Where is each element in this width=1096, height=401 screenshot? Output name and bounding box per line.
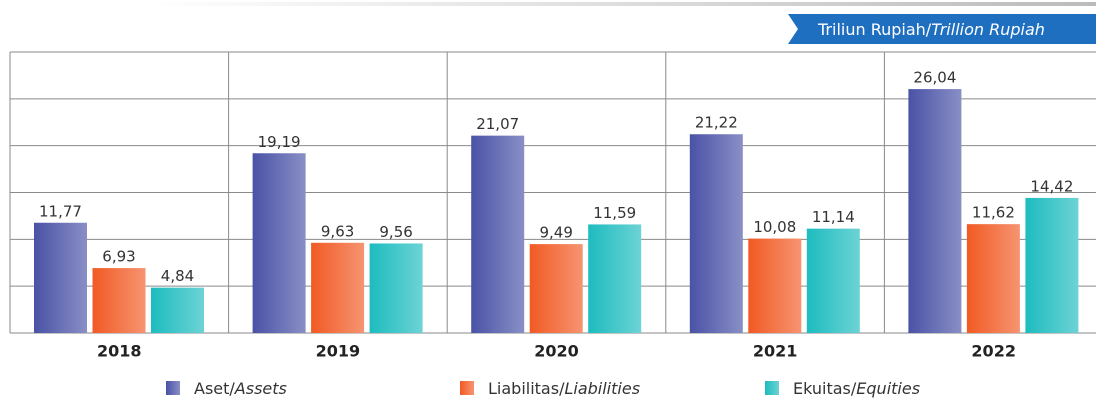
bar [806, 228, 860, 333]
x-tick-label: 2020 [534, 342, 579, 361]
value-label: 14,42 [1030, 177, 1073, 195]
bar [689, 134, 743, 333]
bar [908, 89, 962, 333]
value-label: 10,08 [753, 218, 796, 236]
x-tick-label: 2019 [316, 342, 361, 361]
value-label: 26,04 [913, 69, 956, 87]
bar [471, 135, 525, 333]
legend-label: Ekuitas/Equities [793, 379, 920, 398]
bar [966, 224, 1020, 333]
value-label: 11,77 [39, 202, 82, 220]
bar [588, 224, 642, 333]
top-rule [150, 2, 1096, 6]
value-label: 9,49 [539, 224, 572, 242]
legend-swatch [460, 381, 474, 395]
bar [34, 222, 87, 333]
value-label: 4,84 [161, 267, 194, 285]
value-label: 21,07 [476, 115, 519, 133]
legend-label: Aset/Assets [194, 379, 287, 398]
legend-swatch [166, 381, 180, 395]
value-label: 11,14 [812, 208, 855, 226]
bar [369, 243, 423, 333]
unit-banner [788, 14, 1096, 44]
bar [252, 153, 306, 333]
bar [1025, 197, 1079, 333]
value-label: 19,19 [258, 133, 301, 151]
value-label: 9,63 [321, 222, 354, 240]
value-label: 11,59 [593, 204, 636, 222]
value-label: 9,56 [379, 223, 412, 241]
legend-label: Liabilitas/Liabilities [488, 379, 640, 398]
bar [92, 268, 146, 333]
x-tick-label: 2021 [753, 342, 798, 361]
legend-swatch [765, 381, 779, 395]
value-label: 6,93 [102, 248, 135, 266]
bar [748, 238, 802, 333]
value-label: 21,22 [695, 114, 738, 132]
value-label: 11,62 [972, 204, 1015, 222]
x-tick-label: 2022 [971, 342, 1016, 361]
bar [529, 244, 583, 333]
x-tick-label: 2018 [97, 342, 142, 361]
bar [151, 287, 204, 333]
unit-label: Triliun Rupiah/Trillion Rupiah [817, 20, 1045, 39]
bar [311, 242, 365, 333]
